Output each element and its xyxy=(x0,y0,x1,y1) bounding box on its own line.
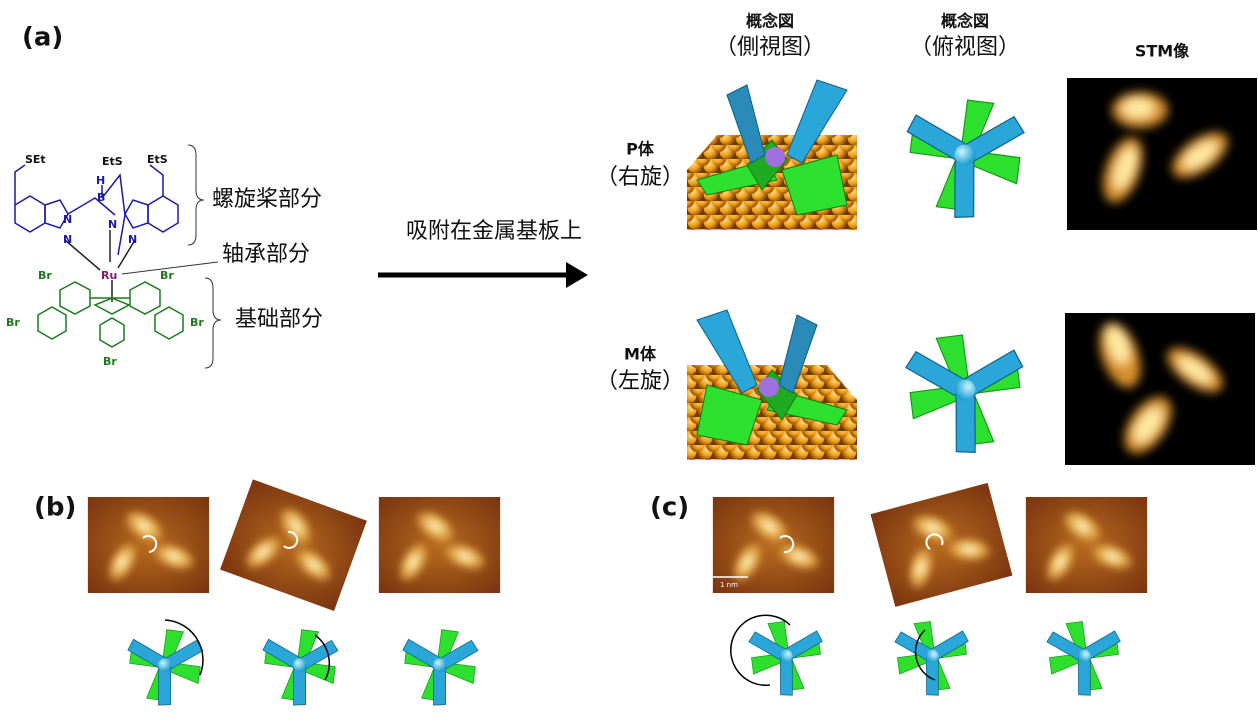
atom-label: EtS xyxy=(102,155,123,168)
part-label: 轴承部分 xyxy=(222,242,310,267)
atom-label: Br xyxy=(160,269,174,282)
column-title: 概念図 xyxy=(941,12,989,31)
arrow-head xyxy=(566,262,588,288)
rotation-arrow xyxy=(164,619,204,676)
rotation-mark xyxy=(142,535,158,553)
atom-label: H xyxy=(96,174,105,187)
stm-image xyxy=(220,479,367,611)
molecule xyxy=(14,164,184,348)
atom-label: N xyxy=(63,233,72,246)
side-view xyxy=(686,309,858,461)
column-title: 概念図 xyxy=(746,12,794,31)
part-label: 螺旋桨部分 xyxy=(212,187,322,212)
panel-label: (c) xyxy=(650,493,689,523)
row-subtitle: （左旋） xyxy=(596,369,684,394)
panel-label: (a) xyxy=(22,23,63,53)
stm-image xyxy=(1065,313,1255,465)
atom-label: N xyxy=(108,218,117,231)
row-subtitle: （右旋） xyxy=(596,165,684,190)
atom-label: Br xyxy=(6,316,20,329)
column-subtitle: （俯视图） xyxy=(910,35,1020,60)
top-view xyxy=(889,74,1049,231)
stm-image xyxy=(713,497,834,593)
leader-line xyxy=(121,261,219,275)
atom-label: Br xyxy=(190,316,204,329)
rotation-mark xyxy=(283,530,299,549)
atom-label: Br xyxy=(38,269,52,282)
brace xyxy=(187,144,205,246)
row-title: P体 xyxy=(626,140,655,159)
side-view xyxy=(686,79,858,231)
atom-label: SEt xyxy=(25,153,46,166)
stm-image xyxy=(1026,497,1147,593)
row-title: M体 xyxy=(624,345,657,364)
top-view xyxy=(391,613,494,714)
atom-label: Br xyxy=(103,355,117,368)
rotation-arrow xyxy=(730,614,791,687)
atom-label: Ru xyxy=(101,269,117,282)
atom-label: EtS xyxy=(147,153,168,166)
atom-label: N xyxy=(63,213,72,226)
stm-image xyxy=(88,497,209,593)
rotation-arrow xyxy=(314,634,331,681)
rotation-mark xyxy=(779,535,795,554)
brace xyxy=(204,277,222,369)
rotation-mark xyxy=(925,533,944,550)
top-view xyxy=(879,605,980,704)
column-subtitle: （側視图） xyxy=(715,35,825,60)
stm-image xyxy=(379,497,500,593)
top-view xyxy=(251,613,354,714)
stm-image xyxy=(1067,78,1257,230)
arrow-label: 吸附在金属基板上 xyxy=(406,219,582,244)
panel-label: (b) xyxy=(34,493,76,523)
top-view xyxy=(881,309,1041,466)
atom-label: B xyxy=(97,191,105,204)
part-label: 基础部分 xyxy=(235,307,323,332)
top-view xyxy=(1031,605,1132,704)
column-title: STM像 xyxy=(1135,42,1190,61)
scale-bar-label: 1 nm xyxy=(720,581,738,589)
atom-label: N xyxy=(128,233,137,246)
stm-image xyxy=(870,483,1012,607)
rotation-arrow xyxy=(914,629,936,681)
